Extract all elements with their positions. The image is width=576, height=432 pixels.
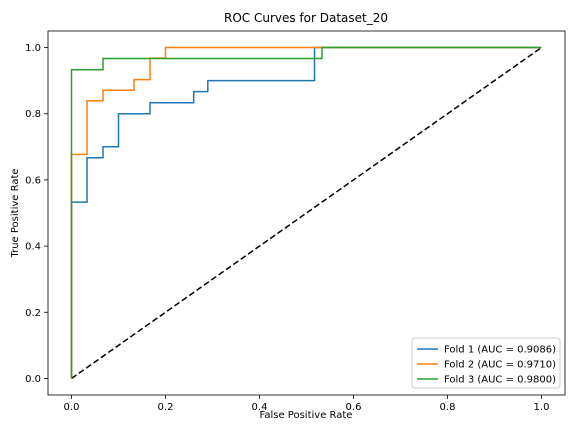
y-tick-label: 1.0 bbox=[25, 43, 41, 54]
x-tick-label: 0.6 bbox=[346, 402, 362, 413]
x-tick-label: 1.0 bbox=[534, 402, 550, 413]
x-tick-label: 0.2 bbox=[158, 402, 174, 413]
chart-title: ROC Curves for Dataset_20 bbox=[224, 11, 388, 25]
legend-entry-label: Fold 1 (AUC = 0.9086) bbox=[444, 345, 556, 356]
y-tick-label: 0.4 bbox=[25, 242, 41, 253]
y-axis-label: True Positive Rate bbox=[10, 168, 21, 258]
x-tick-label: 0.4 bbox=[252, 402, 268, 413]
x-axis-label: False Positive Rate bbox=[260, 410, 353, 421]
y-tick-label: 0.2 bbox=[25, 308, 41, 319]
y-tick-label: 0.0 bbox=[25, 374, 41, 385]
reference-diagonal bbox=[71, 46, 542, 380]
x-tick-label: 0.8 bbox=[440, 402, 456, 413]
y-tick-label: 0.8 bbox=[25, 109, 41, 120]
legend-box bbox=[411, 337, 561, 389]
y-tick-label: 0.6 bbox=[25, 175, 41, 186]
roc-line-fold-1 bbox=[70, 46, 542, 379]
plot-area bbox=[70, 46, 542, 380]
legend-entry-label: Fold 3 (AUC = 0.9800) bbox=[444, 375, 556, 386]
legend: Fold 1 (AUC = 0.9086) Fold 2 (AUC = 0.971… bbox=[411, 337, 561, 389]
axis-ticks: 0.0 0.2 0.4 0.6 0.8 1.0 0.0 0.2 0.4 0.6 0.8 1.0 bbox=[25, 43, 549, 413]
plot-frame bbox=[47, 30, 566, 396]
x-tick-label: 0.0 bbox=[64, 402, 80, 413]
legend-entry-label: Fold 2 (AUC = 0.9710) bbox=[444, 360, 556, 371]
roc-line-fold-3 bbox=[70, 46, 542, 379]
